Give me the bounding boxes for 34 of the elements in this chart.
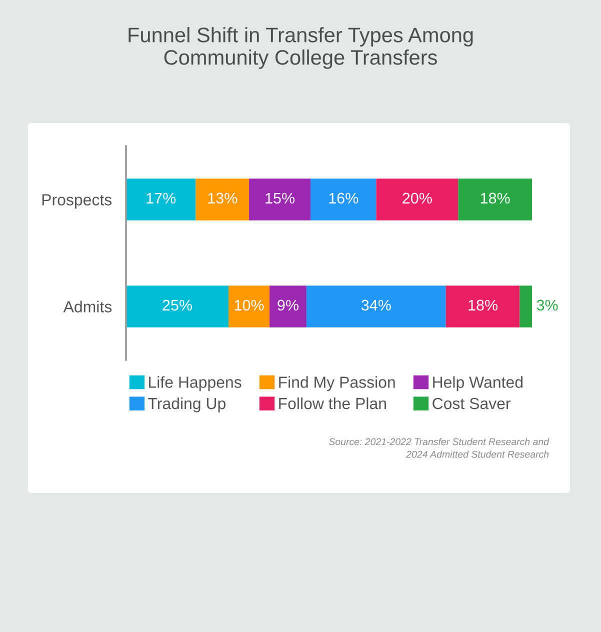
chart-title: Funnel Shift in Transfer Types Among Community College Transfers (128, 27, 473, 69)
bar (270, 286, 306, 328)
data-label: 18% (468, 300, 498, 311)
bar (196, 178, 250, 220)
data-label: 17% (146, 192, 176, 204)
y-tick-label: Admits (63, 300, 112, 312)
legend-label: Cost Saver (432, 398, 511, 410)
data-label: 18% (480, 192, 510, 204)
legend-label: Help Wanted (433, 376, 522, 392)
bar (249, 178, 311, 220)
data-label: 13% (208, 192, 238, 204)
bar (126, 178, 196, 220)
legend-label: Life Happens (149, 376, 242, 392)
bar (126, 286, 229, 328)
bar (446, 286, 520, 328)
legend-label: Trading Up (148, 397, 226, 412)
y-tick-label: Prospects (42, 194, 112, 209)
data-label: 3% (536, 300, 558, 311)
data-label: 15% (266, 192, 295, 204)
bar (228, 286, 270, 328)
data-label: 34% (361, 300, 391, 311)
data-label: 25% (162, 300, 192, 311)
data-label: 10% (234, 300, 264, 311)
legend-label: Follow the Plan (279, 397, 386, 410)
bar (520, 286, 532, 328)
data-label: 20% (402, 192, 432, 204)
bar (306, 286, 446, 328)
data-label: 16% (329, 192, 358, 204)
data-label: 9% (278, 300, 298, 311)
source-note: Source: 2021-2022 Transfer Student Research and 2024 Admitted Student Research (328, 438, 550, 458)
bar (376, 178, 458, 220)
legend-label: Find My Passion (279, 376, 395, 392)
bar (458, 178, 532, 220)
bar (310, 178, 376, 220)
